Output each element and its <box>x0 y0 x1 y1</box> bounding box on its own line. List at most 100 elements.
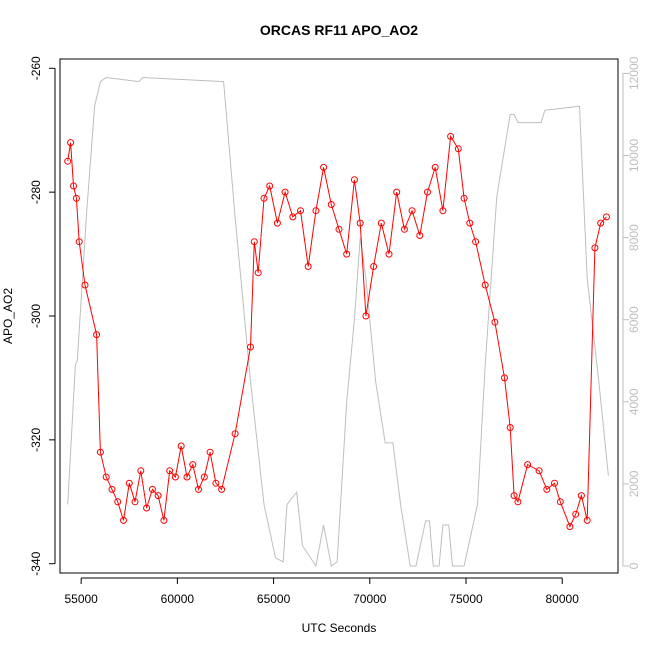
apo-data-point <box>447 132 455 140</box>
y2-tick-label: 8000 <box>627 224 641 251</box>
apo-data-point <box>273 219 281 227</box>
apo-data-point <box>424 188 431 196</box>
plot-frame <box>59 58 619 574</box>
y-tick-label: -300 <box>29 304 43 328</box>
apo-data-point <box>81 281 89 289</box>
y2-tick-label: 0 <box>627 562 641 569</box>
chart-title: ORCAS RF11 APO_AO2 <box>260 22 418 38</box>
apo-data-point <box>591 244 599 252</box>
apo-data-point <box>335 225 343 233</box>
apo-data-point <box>491 318 499 326</box>
x-tick-label: 60000 <box>161 592 195 606</box>
apo-data-point <box>189 461 197 469</box>
apo-data-point <box>535 467 543 475</box>
apo-data-point <box>377 219 385 227</box>
apo-data-point <box>501 374 508 382</box>
apo-data-point <box>385 250 393 258</box>
apo-data-point <box>431 163 439 171</box>
apo-data-point <box>154 492 162 500</box>
y-tick-label: -340 <box>29 551 43 575</box>
apo-data-point <box>177 442 185 450</box>
x-tick-label: 70000 <box>353 592 387 606</box>
apo-data-point <box>597 219 605 227</box>
apo-data-point <box>75 238 83 246</box>
apo-data-point <box>206 448 214 456</box>
apo-data-point <box>260 194 268 202</box>
apo-data-point <box>231 430 239 438</box>
apo-data-point <box>218 485 226 493</box>
apo-data-point <box>64 157 72 165</box>
apo-data-point <box>70 182 77 190</box>
apo-data-point <box>510 492 518 500</box>
apo-data-point <box>137 467 145 475</box>
apo-data-point <box>454 145 462 153</box>
apo-data-point <box>312 207 320 215</box>
apo-data-point <box>120 516 127 524</box>
apo-data-point <box>572 510 580 518</box>
apo-data-point <box>472 238 480 246</box>
apo-data-point <box>583 516 591 524</box>
apo-data-point <box>183 473 191 481</box>
apo-data-point <box>297 207 304 215</box>
apo-data-point <box>96 448 104 456</box>
apo-data-point <box>370 263 378 270</box>
y-tick-label: -280 <box>29 180 43 204</box>
apo-data-point <box>212 479 220 487</box>
apo-data-point <box>131 498 139 506</box>
apo-data-point <box>356 219 364 227</box>
apo-data-point <box>408 207 416 215</box>
apo-data-point <box>148 485 156 493</box>
apo-data-point <box>108 485 116 493</box>
y2-tick-label: 12000 <box>627 56 641 90</box>
apo-data-point <box>254 269 262 277</box>
apo-data-point <box>524 461 532 469</box>
axis-layer: 55000 60000 65000 70000 75000 80000-340-320-3… <box>29 56 641 606</box>
apo-data-point <box>102 473 110 481</box>
apo-data-point <box>166 467 174 475</box>
apo-data-point <box>67 139 75 147</box>
apo-data-point <box>304 263 312 270</box>
apo-data-point <box>603 213 610 221</box>
apo-data-point <box>551 479 558 487</box>
apo-data-point <box>143 504 151 512</box>
apo-data-point <box>320 163 328 171</box>
y2-tick-label: 4000 <box>627 388 641 415</box>
apo-data-point <box>556 498 564 506</box>
y-tick-label: -260 <box>29 56 43 80</box>
y-axis-label: APO_AO2 <box>1 288 15 344</box>
apo-data-point <box>439 207 447 215</box>
apo-data-point <box>362 312 370 320</box>
x-tick-label: 55000 <box>64 592 98 606</box>
apo-data-point <box>160 516 168 524</box>
apo-data-point <box>93 331 101 339</box>
apo-data-point <box>506 424 514 431</box>
apo-data-point <box>416 232 424 239</box>
y2-tick-label: 2000 <box>627 470 641 497</box>
apo-data-point <box>250 238 258 246</box>
apo-data-point <box>266 182 274 190</box>
apo-data-point <box>327 201 335 208</box>
apo-data-point <box>281 188 289 196</box>
series-layer <box>64 76 610 568</box>
altitude-series-line <box>67 76 609 568</box>
apo-data-point <box>543 485 551 493</box>
apo-data-point <box>481 281 489 289</box>
y2-tick-label: 6000 <box>627 306 641 333</box>
apo-data-point <box>466 219 474 227</box>
apo-data-point <box>195 485 202 493</box>
apo-data-point <box>72 194 80 202</box>
x-axis-label: UTC Seconds <box>302 621 377 635</box>
x-tick-label: 75000 <box>449 592 483 606</box>
apo-data-point <box>247 343 254 351</box>
x-tick-label: 80000 <box>546 592 580 606</box>
apo-data-point <box>171 473 179 481</box>
apo-data-point <box>200 473 208 481</box>
apo-data-point <box>114 498 122 506</box>
apo-data-point <box>343 250 351 258</box>
apo-data-point <box>577 492 585 500</box>
y2-tick-label: 10000 <box>627 138 641 172</box>
y-tick-label: -320 <box>29 428 43 452</box>
apo-series-line <box>67 134 607 528</box>
